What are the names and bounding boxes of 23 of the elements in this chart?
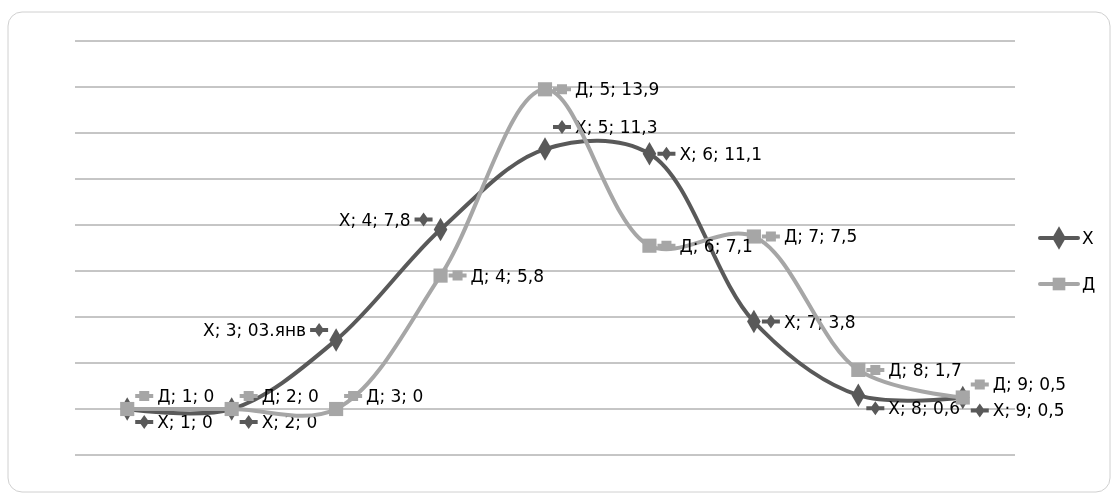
data-label: Д; 4; 5,8	[470, 265, 544, 286]
point	[329, 401, 344, 417]
data-label: Д; 2; 0	[261, 385, 319, 406]
data-label: Д; 7; 7,5	[783, 226, 858, 247]
legend-label: Х	[1082, 227, 1094, 248]
data-label: Х; 9; 0,5	[992, 400, 1065, 421]
data-label: Х; 3; 03.янв	[202, 319, 307, 340]
data-label: Д; 1; 0	[157, 385, 215, 406]
data-label: Х; 6; 11,1	[679, 143, 763, 164]
data-label: Д; 5; 13,9	[575, 79, 660, 100]
data-label: Д; 9; 0,5	[992, 374, 1067, 395]
data-label: Д; 8; 1,7	[888, 359, 962, 380]
point	[224, 401, 239, 417]
data-label: Х; 8; 0,6	[888, 398, 961, 419]
point	[433, 268, 448, 283]
point	[120, 401, 135, 417]
data-label: Х; 4; 7,8	[338, 209, 411, 230]
data-label: Д; 3; 0	[366, 385, 424, 406]
data-label: Х; 1; 0	[157, 411, 213, 432]
point	[537, 82, 553, 97]
point	[642, 238, 657, 253]
point	[851, 362, 866, 377]
legend-label: Д	[1082, 273, 1096, 294]
